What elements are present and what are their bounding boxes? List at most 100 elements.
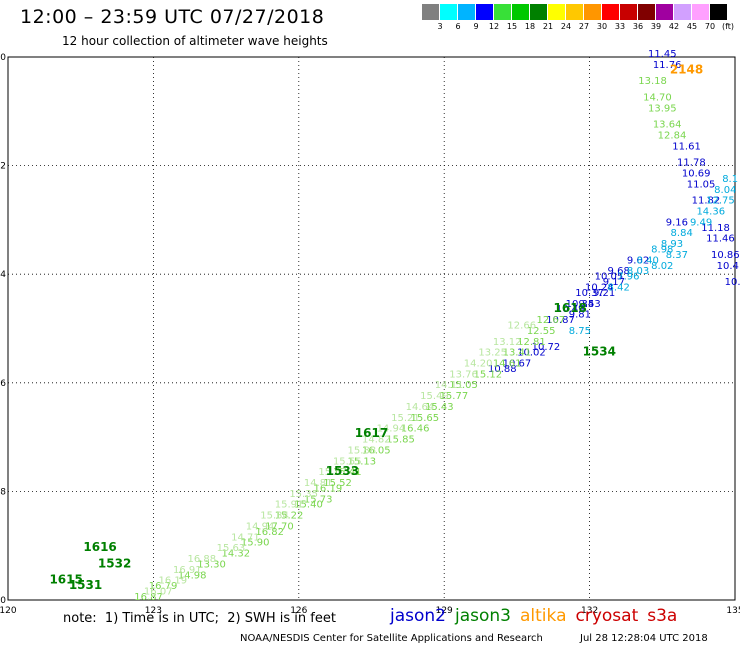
wave-height-value: 16.19 — [314, 483, 343, 494]
wave-height-value: 15.91 — [275, 500, 304, 511]
wave-height-value: 16.05 — [362, 445, 391, 456]
x-tick-label: 129 — [436, 606, 453, 616]
wave-height-value: 15.34 — [260, 511, 289, 522]
wave-height-value: 15.52 — [323, 478, 352, 489]
x-tick-label: 120 — [0, 606, 17, 616]
scale-label: 3 — [437, 22, 443, 31]
scale-swatch — [512, 4, 529, 20]
wave-height-value: 15.88 — [347, 445, 376, 456]
wave-height-value: 10.88 — [488, 364, 517, 375]
scale-label: 70 — [704, 22, 716, 31]
wave-height-value: 15.40 — [294, 500, 323, 511]
wave-height-value: 12.75 — [706, 196, 735, 207]
wave-height-value: 16.07 — [144, 587, 173, 598]
wave-height-value: 13.18 — [638, 76, 667, 87]
wave-height-value: 13.30 — [197, 559, 226, 570]
wave-height-value: 13.64 — [653, 120, 682, 131]
scale-swatch — [476, 4, 493, 20]
scale-swatch — [674, 4, 691, 20]
scale-label: 15 — [506, 22, 518, 31]
wave-height-value: 16.88 — [188, 554, 217, 565]
scale-swatch — [422, 4, 439, 20]
y-tick-label: -54 — [0, 270, 6, 280]
wave-height-value: 15.49 — [420, 391, 449, 402]
wave-height-value: 12.84 — [658, 130, 687, 141]
y-tick-label: -58 — [0, 487, 6, 497]
wave-height-value: 14.81 — [304, 478, 333, 489]
legend-entry-jason2: jason2 — [390, 606, 446, 626]
wave-height-value: 14.32 — [221, 549, 250, 560]
y-tick-label: -50 — [0, 53, 6, 63]
wave-height-value: 8.37 — [666, 250, 688, 261]
x-tick-label: 126 — [290, 606, 307, 616]
wave-height-value: 11.78 — [677, 158, 706, 169]
wave-height-value: 12.67 — [537, 315, 566, 326]
scale-label: (ft) — [721, 22, 735, 31]
credit-timestamp: Jul 28 12:28:04 UTC 2018 — [580, 633, 708, 644]
scale-swatch — [656, 4, 673, 20]
wave-height-value: 15.35 — [289, 489, 318, 500]
scale-swatch — [710, 4, 727, 20]
wave-height-value: 16.79 — [149, 581, 178, 592]
wave-height-value: 10. — [725, 277, 740, 288]
wave-height-value: 14.11 — [435, 380, 464, 391]
wave-height-value: 13.12 — [493, 337, 522, 348]
wave-height-value: 11.45 — [648, 49, 677, 60]
wave-height-value: 10.02 — [517, 348, 546, 359]
wave-height-value: 9.81 — [569, 310, 591, 321]
wave-height-value: 15.85 — [386, 435, 415, 446]
satellite-legend: jason2 jason3 altika cryosat s3a — [390, 606, 686, 626]
pass-time-label: 1618 — [554, 301, 587, 315]
wave-height-value: 7.96 — [617, 272, 639, 283]
wave-height-value: 9.21 — [593, 288, 615, 299]
scale-label: 24 — [560, 22, 572, 31]
wave-height-value: 15.65 — [410, 413, 439, 424]
x-tick-label: 132 — [581, 606, 598, 616]
wave-height-value: 15.57 — [318, 467, 347, 478]
scale-swatch — [494, 4, 511, 20]
pass-time-label: 1615 — [49, 573, 82, 587]
x-tick-label: 123 — [145, 606, 162, 616]
wave-height-value: 15.13 — [347, 456, 376, 467]
wave-height-value: 15.12 — [473, 369, 502, 380]
wave-height-value: 11.82 — [692, 196, 721, 207]
scale-swatch — [530, 4, 547, 20]
wave-height-value: 14.20 — [464, 359, 493, 370]
scale-label: 39 — [650, 22, 662, 31]
pass-time-label: 1532 — [98, 556, 131, 570]
scale-swatch — [458, 4, 475, 20]
y-tick-label: -56 — [0, 379, 6, 389]
scale-swatch — [584, 4, 601, 20]
wave-height-value: 8.03 — [627, 266, 649, 277]
wave-height-value: 8.42 — [608, 282, 630, 293]
wave-height-value: 11.61 — [672, 141, 701, 152]
scale-swatch — [566, 4, 583, 20]
pass-time-label: 2148 — [670, 62, 703, 76]
wave-height-value: 10.24 — [585, 282, 614, 293]
wave-height-value: 10.49 — [556, 304, 585, 315]
scale-label: 36 — [632, 22, 644, 31]
wave-height-value: 14.70 — [643, 92, 672, 103]
wave-height-value: 13.41 — [503, 348, 532, 359]
scale-label: 18 — [524, 22, 536, 31]
wave-height-value: 8.75 — [569, 326, 591, 337]
wave-height-value: 14.61 — [493, 359, 522, 370]
legend-entry-cryosat: cryosat — [575, 606, 639, 626]
map-title: 12:00 – 23:59 UTC 07/27/2018 — [20, 6, 325, 28]
wave-height-value: 10.86 — [711, 250, 740, 261]
wave-height-value: 16.82 — [255, 527, 284, 538]
wave-height-value: 11.46 — [706, 234, 735, 245]
wave-height-value: 12.55 — [527, 326, 556, 337]
wave-height-value: 8.04 — [714, 185, 736, 196]
pass-time-label: 1533 — [326, 464, 359, 478]
scale-label: 9 — [473, 22, 479, 31]
legend-entry-jason3: jason3 — [455, 606, 511, 626]
scale-label: 27 — [578, 22, 590, 31]
x-tick-label: 135 — [726, 606, 740, 616]
scale-swatch — [602, 4, 619, 20]
wave-height-value: 13.76 — [449, 369, 478, 380]
scale-label: 12 — [488, 22, 500, 31]
wave-height-value: 14.64 — [406, 402, 435, 413]
wave-height-value: 16.46 — [401, 424, 430, 435]
scale-swatch — [638, 4, 655, 20]
